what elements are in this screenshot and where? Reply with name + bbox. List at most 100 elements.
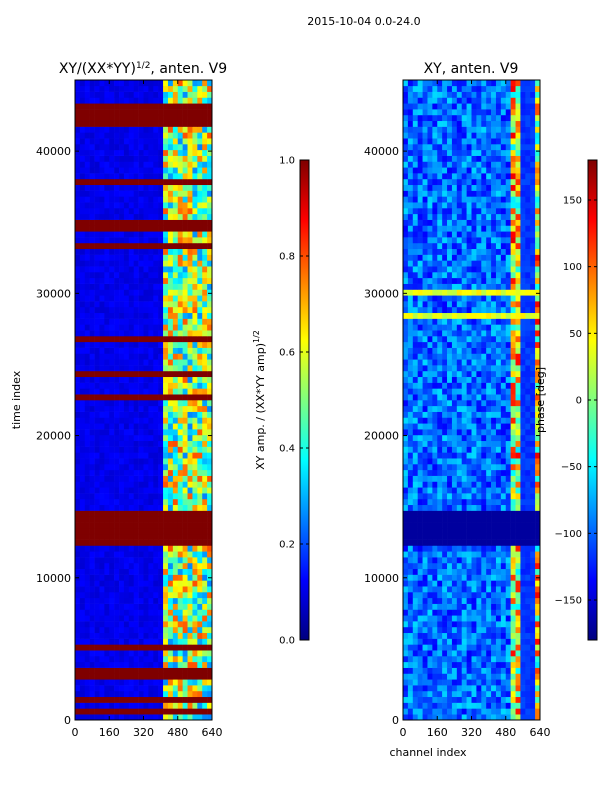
right-heatmap-cell bbox=[447, 673, 453, 680]
left-heatmap-cell bbox=[153, 155, 159, 162]
left-heatmap-cell bbox=[207, 114, 213, 122]
left-heatmap-cell bbox=[158, 504, 164, 511]
right-heatmap-cell bbox=[481, 586, 487, 593]
right-heatmap-cell bbox=[417, 615, 423, 622]
left-heatmap-cell bbox=[89, 382, 95, 389]
right-heatmap-cell bbox=[422, 667, 428, 674]
left-heatmap-cell bbox=[207, 528, 213, 535]
right-heatmap-cell bbox=[510, 574, 516, 581]
left-heatmap-cell bbox=[104, 586, 110, 593]
right-heatmap-cell bbox=[432, 626, 438, 634]
right-heatmap-cell bbox=[461, 580, 467, 587]
left-heatmap-cell bbox=[207, 109, 213, 116]
left-heatmap-cell bbox=[123, 353, 130, 360]
left-heatmap-cell bbox=[202, 359, 208, 366]
left-heatmap-cell bbox=[167, 510, 174, 517]
left-heatmap-cell bbox=[138, 708, 144, 715]
right-heatmap-cell bbox=[432, 336, 438, 343]
left-heatmap-cell bbox=[182, 440, 188, 447]
right-heatmap-cell bbox=[495, 661, 502, 668]
left-heatmap-cell bbox=[148, 295, 154, 302]
right-heatmap-cell bbox=[432, 510, 438, 517]
right-heatmap-cell bbox=[495, 376, 502, 383]
right-heatmap-cell bbox=[520, 469, 526, 476]
left-heatmap-cell bbox=[109, 609, 115, 616]
right-heatmap-cell bbox=[417, 446, 423, 453]
left-heatmap-cell bbox=[75, 656, 81, 663]
left-heatmap-cell bbox=[114, 481, 120, 488]
left-heatmap-cell bbox=[153, 144, 159, 151]
right-heatmap-cell bbox=[530, 702, 536, 709]
left-heatmap-cell bbox=[148, 173, 154, 180]
left-heatmap-cell bbox=[94, 283, 100, 290]
right-heatmap-cell bbox=[530, 638, 536, 645]
right-heatmap-cell bbox=[412, 638, 418, 645]
left-heatmap-cell bbox=[158, 202, 164, 209]
left-heatmap-cell bbox=[167, 597, 174, 604]
left-heatmap-cell bbox=[143, 656, 149, 663]
left-heatmap-cell bbox=[182, 120, 188, 127]
right-heatmap-cell bbox=[520, 679, 526, 686]
right-heatmap-cell bbox=[437, 475, 443, 482]
left-heatmap-cell bbox=[138, 353, 144, 360]
left-heatmap-cell bbox=[133, 708, 139, 715]
left-heatmap-cell bbox=[192, 161, 198, 168]
left-heatmap-cell bbox=[133, 528, 139, 535]
right-heatmap-cell bbox=[471, 621, 477, 628]
left-heatmap-cell bbox=[84, 178, 90, 186]
left-heatmap-cell bbox=[99, 132, 105, 139]
left-heatmap-cell bbox=[153, 126, 159, 133]
left-heatmap-cell bbox=[138, 405, 144, 412]
left-heatmap-cell bbox=[114, 469, 120, 476]
right-heatmap-cell bbox=[476, 440, 482, 447]
right-heatmap-cell bbox=[412, 434, 418, 442]
left-heatmap-cell bbox=[99, 359, 105, 366]
right-heatmap-cell bbox=[510, 388, 516, 395]
left-heatmap-cell bbox=[75, 289, 81, 296]
left-heatmap-cell bbox=[207, 231, 213, 238]
right-heatmap-cell bbox=[530, 551, 536, 558]
left-heatmap-cell bbox=[138, 382, 144, 389]
left-heatmap-cell bbox=[99, 592, 105, 599]
left-heatmap-cell bbox=[109, 708, 115, 715]
left-heatmap-cell bbox=[197, 202, 203, 209]
left-heatmap-cell bbox=[177, 109, 183, 116]
right-heatmap-cell bbox=[442, 452, 448, 459]
left-heatmap-cell bbox=[207, 80, 213, 87]
right-heatmap-cell bbox=[495, 365, 502, 372]
left-heatmap-cell bbox=[75, 138, 81, 145]
left-heatmap-cell bbox=[182, 469, 188, 476]
left-heatmap-cell bbox=[207, 306, 213, 314]
right-heatmap-cell bbox=[403, 429, 409, 436]
right-heatmap-cell bbox=[471, 353, 477, 360]
right-heatmap-cell bbox=[417, 336, 423, 343]
left-heatmap-cell bbox=[148, 661, 154, 668]
left-heatmap-cell bbox=[128, 312, 135, 319]
left-heatmap-cell bbox=[128, 702, 135, 709]
left-heatmap-cell bbox=[133, 498, 139, 506]
left-heatmap-cell bbox=[143, 481, 149, 488]
left-heatmap-cell bbox=[143, 167, 149, 174]
right-heatmap-cell bbox=[442, 341, 448, 348]
right-heatmap-cell bbox=[461, 696, 467, 703]
right-heatmap-cell bbox=[486, 475, 492, 482]
right-heatmap-cell bbox=[466, 679, 472, 686]
right-heatmap-cell bbox=[520, 661, 526, 668]
right-heatmap-cell bbox=[515, 702, 521, 709]
left-heatmap-cell bbox=[109, 434, 115, 442]
left-heatmap-cell bbox=[153, 685, 159, 692]
left-heatmap-cell bbox=[172, 330, 179, 337]
left-heatmap-cell bbox=[94, 353, 100, 360]
left-heatmap-cell bbox=[128, 597, 135, 604]
right-heatmap-cell bbox=[505, 644, 511, 651]
right-heatmap-cell bbox=[422, 533, 428, 540]
left-heatmap-cell bbox=[114, 254, 120, 261]
left-heatmap-cell bbox=[177, 632, 183, 639]
left-heatmap-cell bbox=[84, 184, 90, 191]
right-heatmap-cell bbox=[481, 650, 487, 657]
left-heatmap-cell bbox=[109, 359, 115, 366]
left-heatmap-cell bbox=[182, 289, 188, 296]
right-heatmap-cell bbox=[427, 452, 433, 459]
left-heatmap-cell bbox=[123, 545, 130, 552]
left-heatmap-cell bbox=[192, 510, 198, 517]
